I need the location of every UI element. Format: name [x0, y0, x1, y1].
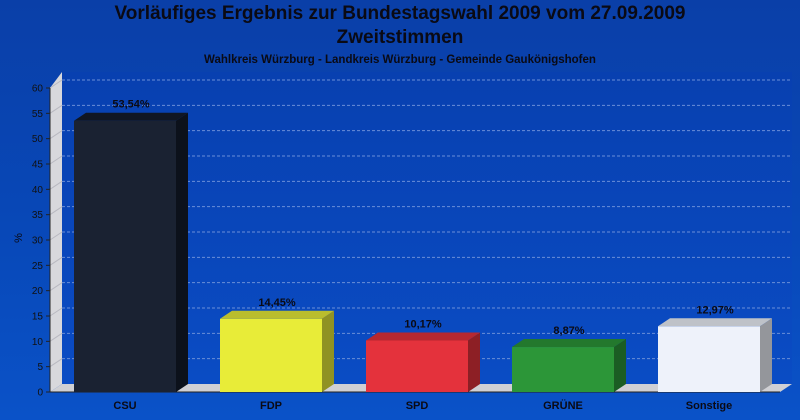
- y-tick-label: 0: [37, 388, 43, 399]
- x-tick-label: GRÜNE: [543, 399, 583, 412]
- bar-side: [322, 310, 334, 392]
- x-tick-label: CSU: [113, 400, 136, 412]
- bar-top: [74, 112, 188, 121]
- bar-fdp: [220, 310, 334, 392]
- data-label: 10,17%: [404, 318, 442, 330]
- grid-line-side: [49, 180, 63, 190]
- bar-top: [512, 339, 626, 348]
- grid-line-side: [49, 130, 63, 140]
- bar-front: [512, 347, 614, 392]
- y-tick-label: 45: [32, 160, 44, 171]
- chart-region: Wahlkreis Würzburg - Landkreis Würzburg …: [204, 54, 596, 66]
- bar-side: [760, 318, 772, 392]
- y-tick-label: 25: [32, 261, 44, 272]
- bar-front: [658, 326, 760, 392]
- bar-front: [366, 340, 468, 392]
- bar-top: [220, 310, 334, 319]
- grid-line-side: [49, 256, 63, 266]
- grid-line-side: [49, 307, 63, 317]
- x-tick-label: FDP: [260, 400, 282, 412]
- grid-line-side: [49, 332, 63, 342]
- data-label: 12,97%: [696, 304, 734, 316]
- data-label: 14,45%: [258, 297, 296, 309]
- grid-line-side: [49, 155, 63, 165]
- bar-side: [468, 332, 480, 392]
- bar-csu: [74, 112, 188, 393]
- y-axis-label: %: [13, 233, 25, 243]
- chart-title: Vorläufiges Ergebnis zur Bundestagswahl …: [114, 3, 686, 24]
- y-tick-label: 55: [32, 109, 44, 120]
- chart-subtitle: Zweitstimmen: [336, 27, 464, 48]
- bar-top: [366, 332, 480, 341]
- bar-sonstige: [658, 318, 772, 392]
- grid-line-side: [49, 79, 63, 89]
- x-tick-label: Sonstige: [686, 400, 732, 412]
- bar-side: [614, 339, 626, 392]
- x-tick-label: SPD: [406, 400, 429, 412]
- y-tick-label: 5: [37, 362, 43, 373]
- bar-side: [176, 112, 188, 393]
- grid-line-side: [49, 231, 63, 241]
- y-tick-label: 40: [32, 185, 44, 196]
- grid-line-side: [49, 358, 63, 368]
- grid-line-side: [49, 206, 63, 216]
- y-tick-label: 15: [32, 312, 44, 323]
- bar-top: [658, 318, 772, 327]
- data-label: 8,87%: [553, 325, 584, 337]
- y-tick-label: 50: [32, 134, 44, 145]
- y-tick-label: 20: [32, 286, 44, 297]
- data-label: 53,54%: [112, 99, 150, 111]
- bar-front: [74, 120, 176, 393]
- grid-line-side: [49, 282, 63, 292]
- bar-spd: [366, 332, 480, 392]
- grid-line-side: [49, 104, 63, 114]
- y-tick-label: 60: [32, 84, 44, 95]
- y-tick-label: 35: [32, 210, 44, 221]
- bar-front: [220, 318, 322, 392]
- plot-side-wall: [50, 72, 62, 392]
- y-tick-label: 30: [32, 236, 44, 247]
- y-tick-label: 10: [32, 337, 44, 348]
- bar-grüne: [512, 339, 626, 392]
